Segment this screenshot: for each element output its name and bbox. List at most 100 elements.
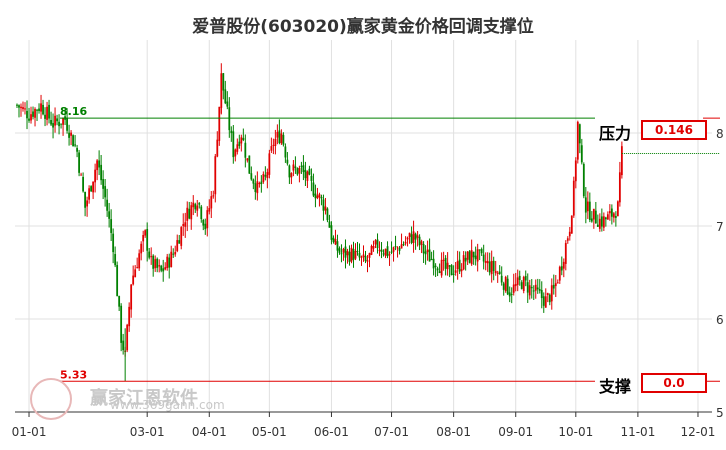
candle-body (578, 124, 581, 144)
candle-body (172, 253, 175, 255)
candle-body (60, 123, 62, 125)
candle-body (410, 234, 413, 243)
candle-body (196, 205, 199, 211)
candle-body (432, 258, 435, 269)
candle-body (32, 111, 34, 117)
candle-body (50, 119, 52, 125)
candle-body (352, 248, 355, 260)
candle-body (54, 115, 56, 126)
candle-body (186, 207, 189, 221)
candle-body (286, 159, 289, 164)
candle-body (506, 278, 509, 295)
candle-body (160, 265, 163, 271)
candle-body (614, 215, 617, 218)
candle-body (434, 265, 437, 267)
candle-body (16, 104, 18, 106)
candle-body (558, 266, 561, 281)
candle-body (420, 241, 423, 245)
candle-body (616, 201, 619, 217)
candle-body (572, 180, 575, 216)
candle-body (48, 104, 50, 119)
candle-body (164, 267, 167, 270)
candle-body (228, 107, 231, 131)
candle-body (468, 251, 471, 263)
candle-body (98, 160, 101, 168)
candle-body (550, 285, 553, 302)
candle-body (170, 251, 173, 267)
candle-body (84, 191, 87, 208)
candle-body (222, 73, 225, 91)
candle-body (354, 250, 357, 259)
candle-body (426, 249, 429, 253)
candle-body (256, 181, 259, 194)
candle-body (340, 253, 343, 255)
candle-body (112, 233, 115, 253)
candle-body (280, 133, 283, 144)
candle-body (162, 268, 165, 272)
grid-lines (15, 40, 712, 413)
candle-body (126, 324, 129, 351)
candle-body (366, 260, 369, 262)
candle-body (560, 266, 563, 271)
candle-body (596, 224, 599, 227)
candle-body (450, 265, 453, 276)
candle-body (332, 237, 335, 242)
x-tick-label: 06-01 (314, 425, 349, 439)
candle-body (210, 196, 213, 209)
candle-body (346, 250, 349, 256)
x-tick-label: 11-01 (620, 425, 655, 439)
candle-body (584, 197, 587, 213)
candle-body (278, 130, 281, 143)
watermark-logo-icon (30, 378, 72, 420)
candle-body (104, 186, 107, 198)
candle-body (318, 194, 321, 198)
candle-body (554, 283, 557, 287)
candle-body (80, 174, 82, 176)
candle-body (328, 221, 331, 228)
candle-body (114, 254, 117, 266)
candle-body (252, 179, 255, 184)
candle-body (128, 306, 131, 327)
candle-body (330, 225, 333, 240)
level-lines: 8.16 5.33 (60, 105, 720, 382)
candle-body (156, 258, 159, 268)
candle-body (462, 255, 465, 270)
candles (16, 63, 623, 382)
candle-body (404, 241, 407, 244)
candle-body (132, 275, 135, 285)
candle-body (414, 233, 417, 240)
candle-body (428, 249, 431, 262)
candle-body (350, 247, 353, 262)
candle-body (326, 208, 329, 221)
candle-body (94, 169, 97, 183)
candle-body (348, 251, 351, 262)
candle-body (588, 201, 591, 220)
candle-body (42, 104, 44, 115)
candle-body (582, 164, 585, 197)
candle-body (470, 250, 473, 265)
candle-body (600, 216, 603, 227)
candle-body (502, 283, 505, 290)
candle-body (370, 245, 373, 255)
candle-body (472, 251, 475, 258)
y-tick-label: 8 (716, 127, 724, 141)
candle-body (538, 289, 541, 291)
candle-body (316, 195, 319, 199)
candle-body (226, 101, 229, 107)
candle-body (240, 137, 243, 144)
candle-body (440, 259, 443, 276)
candle-body (358, 252, 361, 258)
candle-body (136, 267, 139, 269)
candle-body (474, 255, 477, 260)
candle-body (76, 148, 78, 152)
candle-body (260, 181, 263, 185)
candle-body (180, 227, 183, 246)
candle-body (246, 158, 249, 161)
candle-body (324, 206, 327, 211)
candle-body (82, 176, 84, 192)
candle-body (300, 165, 303, 167)
candle-body (276, 132, 279, 138)
candle-body (566, 238, 569, 241)
candle-body (598, 218, 601, 229)
candle-body (494, 270, 497, 274)
